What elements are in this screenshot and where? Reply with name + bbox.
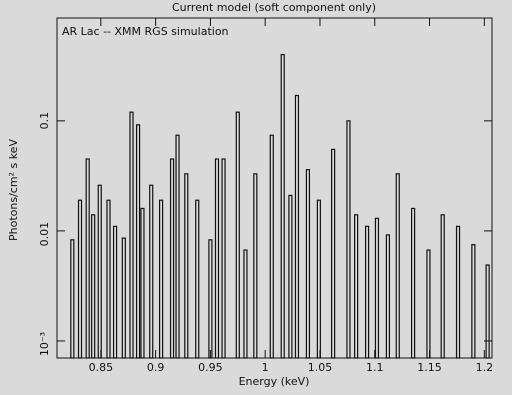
spectral-line — [112, 225, 118, 359]
spectral-line — [91, 214, 96, 359]
spectral-line — [97, 184, 102, 359]
spectral-line — [385, 234, 391, 359]
spectral-line — [175, 134, 180, 359]
plot-frame — [56, 17, 493, 359]
spectral-line — [129, 111, 134, 359]
y-tick-label: 0.1 — [38, 112, 51, 130]
spectral-line — [305, 169, 311, 359]
spectral-line — [288, 194, 293, 359]
spectral-line — [455, 225, 461, 359]
y-axis-label: Photons/cm² s keV — [7, 139, 20, 241]
spectral-line — [280, 53, 285, 359]
spectral-line — [471, 244, 476, 359]
spectral-line — [85, 158, 90, 359]
spectral-line — [235, 111, 240, 359]
spectral-line — [149, 184, 154, 359]
spectral-line — [169, 158, 175, 359]
spectral-line — [294, 94, 300, 359]
spectral-line — [354, 214, 359, 359]
chart-subtitle: AR Lac -- XMM RGS simulation — [62, 25, 229, 38]
spectral-line — [208, 239, 213, 359]
chart-title: Current model (soft component only) — [172, 1, 376, 14]
x-tick-label: 1.1 — [366, 361, 384, 374]
spectral-line — [316, 199, 321, 359]
spectral-line — [135, 124, 141, 359]
spectral-line — [346, 120, 351, 359]
spectral-line — [253, 173, 258, 359]
y-tick-label: 10⁻³ — [38, 332, 51, 356]
spectral-line — [221, 158, 226, 359]
spectral-line — [106, 199, 111, 359]
x-tick-label: 1.05 — [308, 361, 333, 374]
x-tick-label: 0.95 — [198, 361, 223, 374]
spectral-line — [121, 237, 126, 359]
spectral-line — [140, 207, 145, 359]
x-axis-label: Energy (keV) — [239, 375, 310, 388]
spectral-line — [158, 199, 164, 359]
x-tick-label: 1.15 — [417, 361, 442, 374]
spectral-line — [77, 199, 83, 359]
spectral-line — [184, 173, 189, 359]
spectral-line — [364, 225, 370, 359]
x-tick-label: 1.2 — [476, 361, 494, 374]
y-tick-label: 0.01 — [38, 222, 51, 247]
spectral-line — [243, 249, 248, 359]
spectral-line — [214, 158, 220, 359]
spectral-line — [331, 148, 336, 359]
x-tick-label: 0.9 — [147, 361, 165, 374]
spectral-line — [195, 199, 200, 359]
spectral-line — [411, 207, 416, 359]
spectral-line — [426, 249, 431, 359]
x-tick-label: 1 — [262, 361, 269, 374]
spectral-line — [485, 264, 490, 359]
spectral-line — [374, 217, 380, 359]
spectral-line — [70, 239, 75, 359]
spectral-line — [269, 134, 274, 359]
spectral-line — [395, 173, 400, 359]
x-tick-label: 0.85 — [89, 361, 114, 374]
spectral-line — [440, 214, 445, 359]
